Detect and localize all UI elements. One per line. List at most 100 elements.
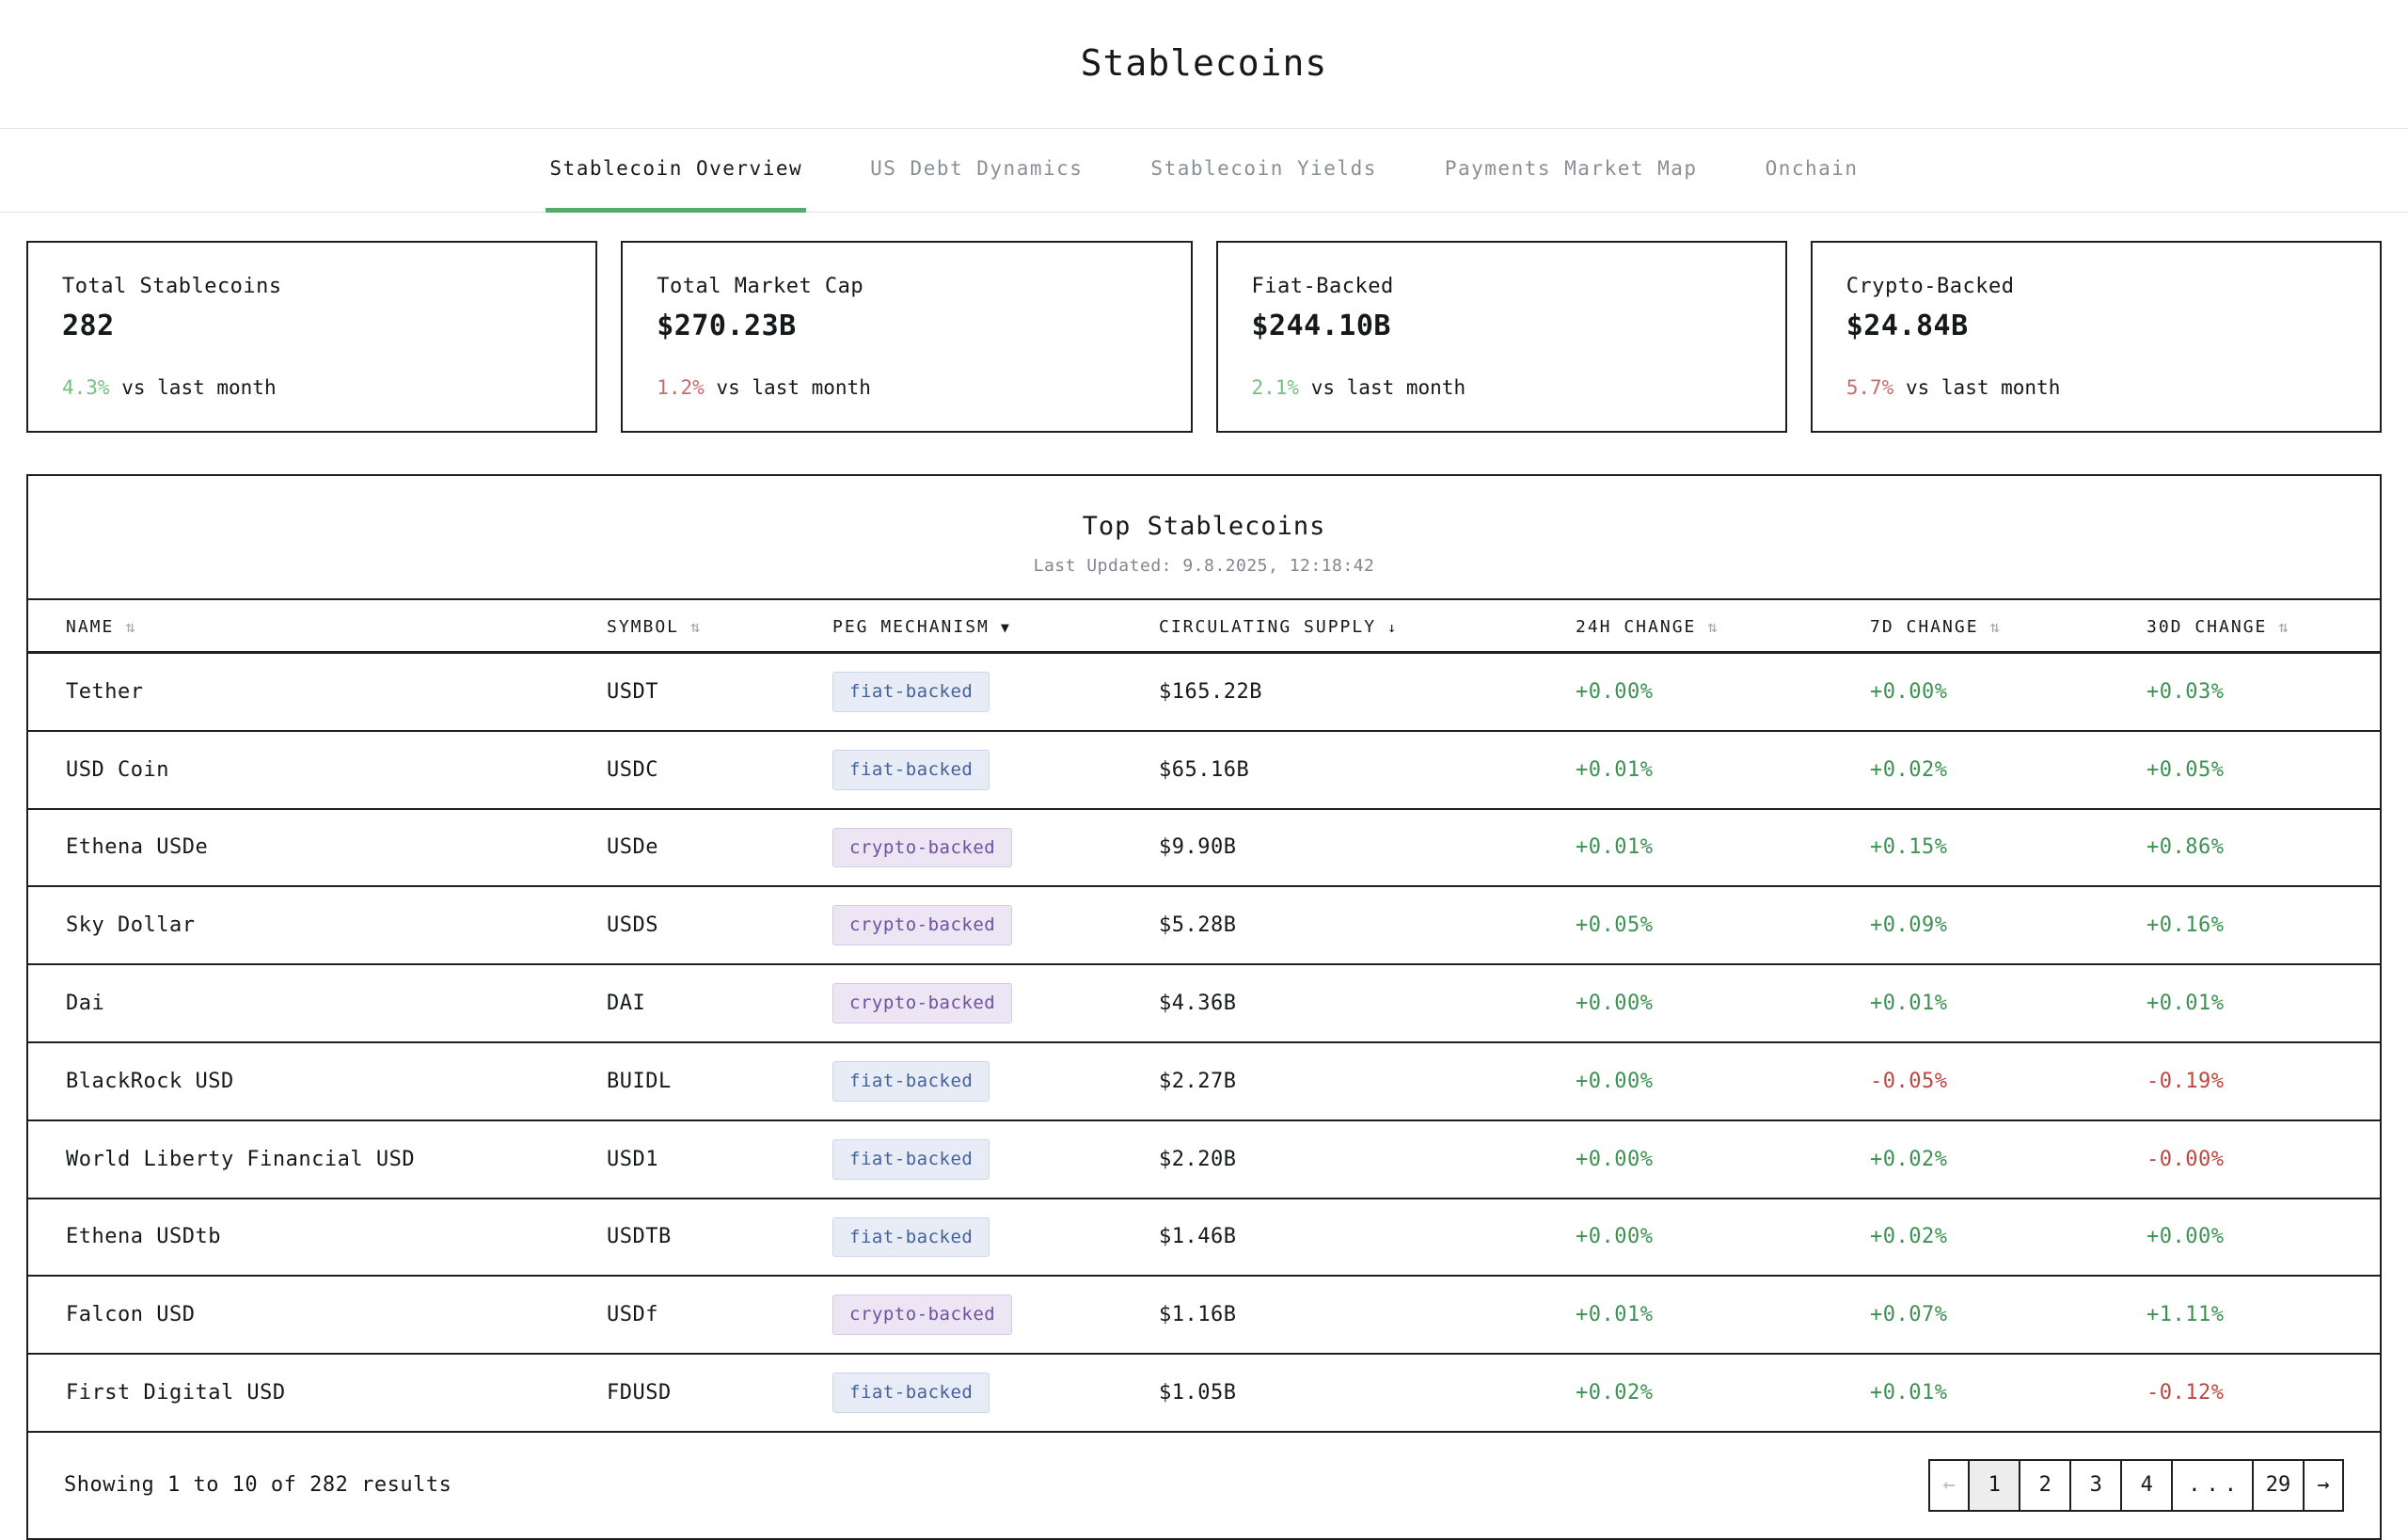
cell-peg-mechanism: crypto-backed — [832, 964, 1159, 1043]
cell-name: Sky Dollar — [28, 886, 607, 966]
stat-card-crypto-backed: Crypto-Backed $24.84B 5.7% vs last month — [1810, 241, 2382, 433]
tab-us-debt-dynamics[interactable]: US Debt Dynamics — [870, 157, 1084, 180]
pagination-page-2[interactable]: 2 — [2019, 1458, 2072, 1512]
column-header-circulating-supply[interactable]: CIRCULATING SUPPLY ↓ — [1159, 598, 1576, 654]
peg-mechanism-badge: fiat-backed — [832, 1138, 990, 1180]
column-header-30d-change[interactable]: 30D CHANGE ⇅ — [2147, 598, 2380, 654]
peg-mechanism-badge: fiat-backed — [832, 1060, 990, 1102]
pagination-prev-button: ← — [1928, 1458, 1971, 1512]
stat-delta-suffix: vs last month — [121, 376, 277, 399]
pagination: ← 1 2 3 4... 29 → — [1928, 1458, 2344, 1512]
cell-symbol: USDe — [607, 808, 832, 888]
stat-delta-suffix: vs last month — [1310, 376, 1466, 399]
peg-mechanism-badge: crypto-backed — [832, 905, 1013, 946]
stat-label: Total Market Cap — [657, 275, 864, 298]
pagination-page-3[interactable]: 3 — [2069, 1458, 2123, 1512]
cell-circulating-supply: $165.22B — [1159, 652, 1576, 732]
stat-delta: 2.1% vs last month — [1252, 376, 1751, 399]
pagination-page-29[interactable]: 29 — [2252, 1458, 2305, 1512]
stat-delta-percent: 1.2% — [657, 376, 705, 399]
cell-name: Tether — [28, 652, 607, 732]
cell-peg-mechanism: fiat-backed — [832, 730, 1159, 810]
cell-circulating-supply: $1.46B — [1159, 1198, 1576, 1278]
column-label: PEG MECHANISM — [832, 617, 990, 637]
pagination-page-4[interactable]: 4 — [2120, 1458, 2174, 1512]
cell-circulating-supply: $5.28B — [1159, 886, 1576, 966]
column-label: CIRCULATING SUPPLY — [1159, 617, 1377, 637]
stat-cards-row: Total Stablecoins 282 4.3% vs last month… — [26, 241, 2382, 433]
cell-7d-change: +0.02% — [1870, 730, 2147, 810]
page-title: Stablecoins — [1080, 42, 1328, 84]
column-header-24h-change[interactable]: 24H CHANGE ⇅ — [1576, 598, 1870, 654]
column-header-symbol[interactable]: SYMBOL ⇅ — [607, 598, 832, 654]
table-row: Dai DAI crypto-backed $4.36B +0.00% +0.01% +0.… — [28, 964, 2380, 1043]
peg-mechanism-badge: fiat-backed — [832, 672, 990, 712]
stat-delta-suffix: vs last month — [1905, 376, 2061, 399]
cell-symbol: USDT — [607, 652, 832, 732]
pagination-page-1[interactable]: 1 — [1968, 1458, 2021, 1512]
cell-symbol: FDUSD — [607, 1354, 832, 1433]
pagination-ellipsis: ... — [2171, 1458, 2254, 1512]
stat-value: $244.10B — [1251, 310, 1391, 342]
cell-name: First Digital USD — [28, 1354, 607, 1433]
cell-30d-change: +0.05% — [2147, 730, 2380, 810]
table-row: Tether USDT fiat-backed $165.22B +0.00% +0.00… — [28, 652, 2380, 732]
cell-7d-change: -0.05% — [1870, 1041, 2147, 1121]
cell-peg-mechanism: fiat-backed — [832, 1041, 1159, 1121]
table-last-updated: Last Updated: 9.8.2025, 12:18:42 — [1033, 556, 1375, 576]
stat-value: $24.84B — [1846, 310, 1969, 342]
peg-mechanism-badge: crypto-backed — [832, 983, 1013, 1024]
cell-24h-change: +0.00% — [1576, 652, 1870, 732]
column-label: NAME — [66, 617, 115, 637]
cell-peg-mechanism: fiat-backed — [832, 1354, 1159, 1433]
stat-card-total-market-cap: Total Market Cap $270.23B 1.2% vs last m… — [621, 241, 1193, 433]
cell-symbol: USDC — [607, 730, 832, 810]
cell-peg-mechanism: crypto-backed — [832, 1276, 1159, 1356]
cell-symbol: USD1 — [607, 1119, 832, 1199]
tab-onchain[interactable]: Onchain — [1765, 157, 1859, 180]
table-row: Falcon USD USDf crypto-backed $1.16B +0.01% +… — [28, 1276, 2380, 1356]
cell-symbol: BUIDL — [607, 1041, 832, 1121]
sort-desc-arrow-icon: ↓ — [1387, 619, 1399, 636]
cell-peg-mechanism: fiat-backed — [832, 1119, 1159, 1199]
sort-desc-filled-icon: ▼ — [1000, 619, 1011, 636]
cell-7d-change: +0.01% — [1870, 1354, 2147, 1433]
tab-payments-market-map[interactable]: Payments Market Map — [1444, 157, 1698, 180]
stat-delta-percent: 4.3% — [62, 376, 110, 399]
column-header-name[interactable]: NAME ⇅ — [28, 598, 607, 654]
table-row: Ethena USDe USDe crypto-backed $9.90B +0.01%… — [28, 808, 2380, 888]
cell-7d-change: +0.02% — [1870, 1119, 2147, 1199]
cell-circulating-supply: $1.16B — [1159, 1276, 1576, 1356]
results-summary: Showing 1 to 10 of 282 results — [64, 1473, 452, 1498]
cell-name: World Liberty Financial USD — [28, 1119, 607, 1199]
peg-mechanism-badge: crypto-backed — [832, 1294, 1013, 1336]
cell-24h-change: +0.00% — [1576, 1041, 1870, 1121]
cell-name: Ethena USDtb — [28, 1198, 607, 1278]
table-row: BlackRock USD BUIDL fiat-backed $2.27B +0.00… — [28, 1041, 2380, 1121]
tab-bar: Stablecoin Overview US Debt Dynamics Sta… — [0, 128, 2408, 213]
cell-7d-change: +0.15% — [1870, 808, 2147, 888]
stat-card-total-stablecoins: Total Stablecoins 282 4.3% vs last month — [26, 241, 598, 433]
column-header-peg-mechanism[interactable]: PEG MECHANISM ▼ — [832, 598, 1159, 654]
column-label: 24H CHANGE — [1576, 617, 1697, 637]
stat-delta-percent: 2.1% — [1251, 376, 1300, 399]
table-title: Top Stablecoins — [1082, 512, 1326, 541]
cell-circulating-supply: $4.36B — [1159, 964, 1576, 1043]
pagination-next-button[interactable]: → — [2303, 1458, 2344, 1512]
peg-mechanism-badge: fiat-backed — [832, 1373, 990, 1413]
cell-circulating-supply: $65.16B — [1159, 730, 1576, 810]
cell-30d-change: +0.16% — [2147, 886, 2380, 966]
cell-name: Dai — [28, 964, 607, 1043]
cell-7d-change: +0.01% — [1870, 964, 2147, 1043]
column-label: 30D CHANGE — [2147, 617, 2268, 637]
cell-circulating-supply: $9.90B — [1159, 808, 1576, 888]
cell-24h-change: +0.00% — [1576, 1198, 1870, 1278]
table-row: World Liberty Financial USD USD1 fiat-back… — [28, 1119, 2380, 1199]
cell-30d-change: -0.00% — [2147, 1119, 2380, 1199]
column-header-7d-change[interactable]: 7D CHANGE ⇅ — [1870, 598, 2147, 654]
tab-stablecoin-yields[interactable]: Stablecoin Yields — [1150, 157, 1377, 180]
cell-peg-mechanism: crypto-backed — [832, 808, 1159, 888]
tab-stablecoin-overview[interactable]: Stablecoin Overview — [546, 129, 807, 213]
cell-symbol: USDf — [607, 1276, 832, 1356]
stat-delta: 1.2% vs last month — [657, 376, 1156, 399]
